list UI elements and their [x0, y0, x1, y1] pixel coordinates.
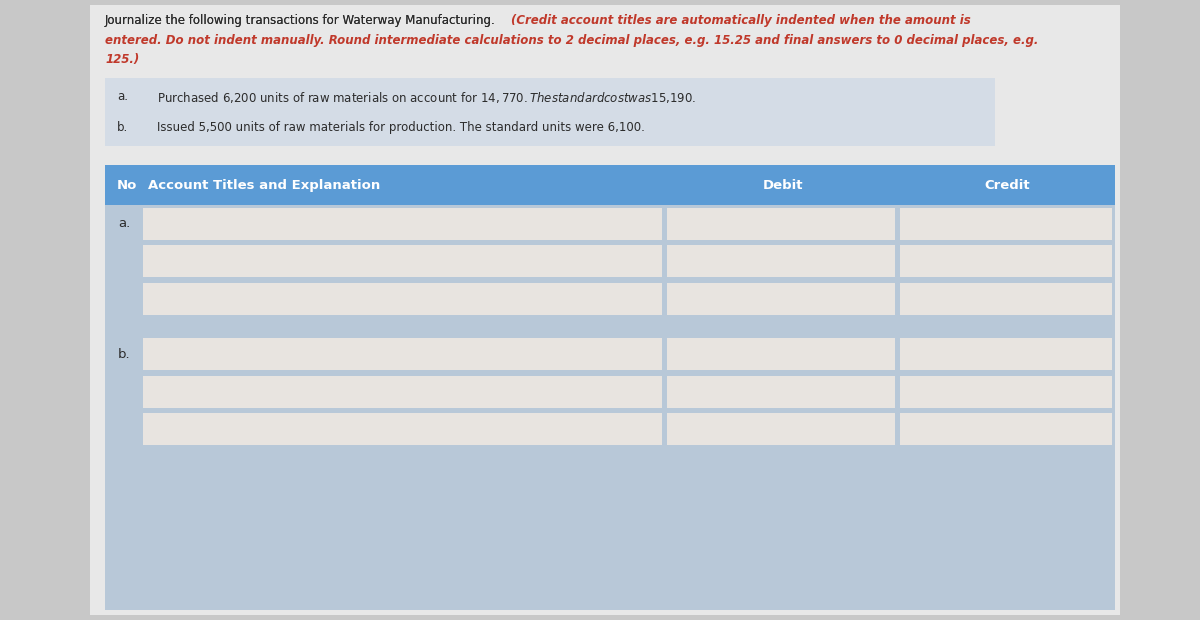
FancyBboxPatch shape: [900, 246, 1111, 277]
Text: 125.): 125.): [106, 53, 139, 66]
Text: b.: b.: [118, 348, 131, 361]
Text: No: No: [118, 179, 137, 192]
FancyBboxPatch shape: [143, 283, 661, 315]
FancyBboxPatch shape: [90, 5, 1120, 615]
Text: b.: b.: [118, 121, 128, 134]
Text: (Credit account titles are automatically indented when the amount is: (Credit account titles are automatically…: [511, 14, 971, 27]
FancyBboxPatch shape: [143, 339, 661, 370]
Text: Purchased 6,200 units of raw materials on account for $14,770. The standard cost: Purchased 6,200 units of raw materials o…: [157, 90, 696, 105]
FancyBboxPatch shape: [106, 165, 1115, 610]
FancyBboxPatch shape: [900, 339, 1111, 370]
Text: Journalize the following transactions for Waterway Manufacturing.: Journalize the following transactions fo…: [106, 14, 499, 27]
FancyBboxPatch shape: [900, 376, 1111, 408]
FancyBboxPatch shape: [667, 283, 894, 315]
FancyBboxPatch shape: [143, 208, 661, 240]
FancyBboxPatch shape: [667, 414, 894, 445]
FancyBboxPatch shape: [106, 165, 1115, 205]
FancyBboxPatch shape: [900, 283, 1111, 315]
Text: a.: a.: [118, 217, 131, 230]
Text: Journalize the following transactions for Waterway Manufacturing.: Journalize the following transactions fo…: [106, 14, 499, 27]
FancyBboxPatch shape: [143, 246, 661, 277]
FancyBboxPatch shape: [143, 376, 661, 408]
Text: entered. Do not indent manually. Round intermediate calculations to 2 decimal pl: entered. Do not indent manually. Round i…: [106, 33, 1038, 46]
Text: Credit: Credit: [985, 179, 1031, 192]
FancyBboxPatch shape: [667, 376, 894, 408]
FancyBboxPatch shape: [667, 339, 894, 370]
FancyBboxPatch shape: [667, 246, 894, 277]
FancyBboxPatch shape: [900, 414, 1111, 445]
Text: a.: a.: [118, 90, 128, 103]
FancyBboxPatch shape: [900, 208, 1111, 240]
FancyBboxPatch shape: [667, 208, 894, 240]
Text: Account Titles and Explanation: Account Titles and Explanation: [148, 179, 380, 192]
FancyBboxPatch shape: [143, 414, 661, 445]
Text: Debit: Debit: [763, 179, 804, 192]
FancyBboxPatch shape: [106, 78, 995, 146]
Text: Issued 5,500 units of raw materials for production. The standard units were 6,10: Issued 5,500 units of raw materials for …: [157, 121, 644, 134]
